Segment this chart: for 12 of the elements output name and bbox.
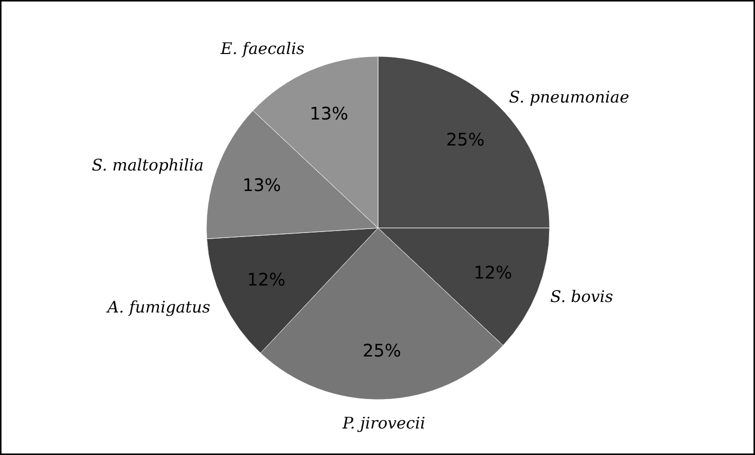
slice-label: E. faecalis (220, 38, 304, 58)
data-label: 25% (362, 342, 402, 362)
data-label: 12% (246, 270, 286, 291)
slice-label: S. bovis (550, 286, 614, 306)
data-label: 13% (242, 176, 282, 196)
data-label: 12% (474, 264, 512, 284)
data-label: 13% (310, 104, 348, 125)
slice-label: A. fumigatus (105, 297, 210, 316)
data-label: 25% (446, 130, 485, 151)
slice-label: S. pneumoniae (509, 87, 630, 106)
slice-label: S. maltophilia (92, 156, 204, 175)
slice-label: P. jirovecii (341, 413, 426, 432)
